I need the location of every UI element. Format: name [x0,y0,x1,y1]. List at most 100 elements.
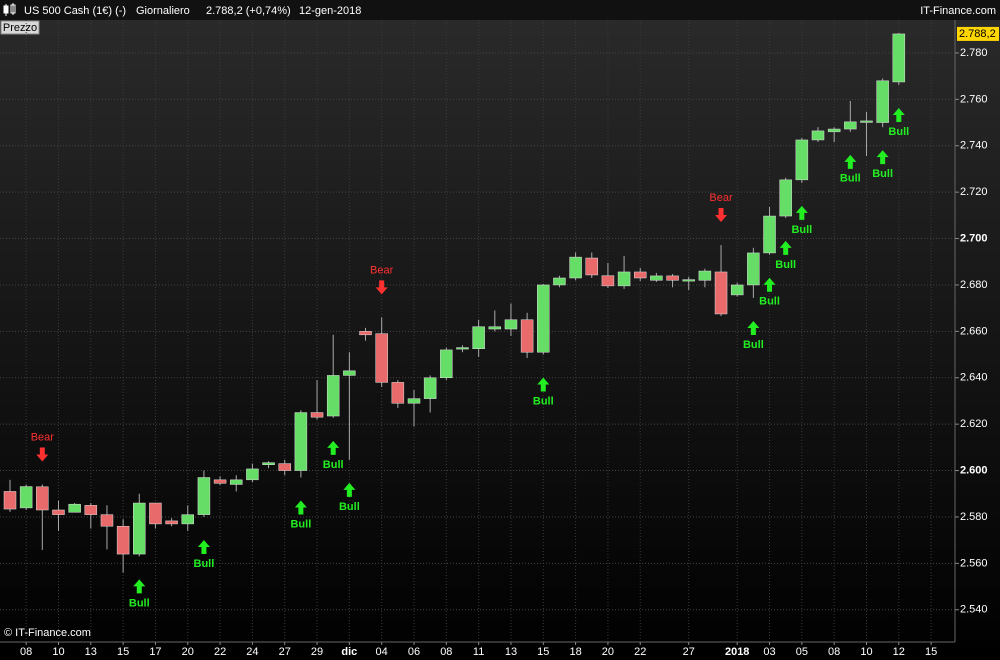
y-tick-label: 2.720 [960,186,988,198]
signal-label: Bear [709,192,733,204]
panel-label-box [0,20,40,35]
x-tick-label: dic [341,646,357,658]
candle-body [747,252,760,286]
signal-label: Bear [370,264,394,276]
x-tick-label: 22 [214,646,226,658]
candle-body [326,375,340,417]
candle-body [116,525,130,555]
x-tick-label: 24 [246,646,258,658]
signal-arrow [763,277,776,292]
signal-label: Bull [533,395,554,407]
x-tick-label: 27 [279,646,291,658]
period: Giornaliero [136,5,190,17]
x-tick-label: 05 [796,646,808,658]
candle-body [504,319,518,330]
candle-body [520,319,534,353]
candle-body [827,128,841,133]
signal-arrow [795,205,808,220]
copyright: © IT-Finance.com [4,627,91,639]
x-tick-label: 17 [149,646,161,658]
candle-body [569,256,582,279]
last-price-label: 2.788,2 [959,28,996,40]
x-tick-label: 2018 [725,646,749,658]
signal-label: Bull [129,597,150,609]
y-tick-label: 2.760 [960,93,988,105]
candle-body [537,284,550,353]
signal-label: Bull [743,339,764,351]
marks: Bear Bull Bull Bull Bull Bull Bear Bull Bear Bull… [3,32,909,609]
signal-arrow [779,240,792,255]
date: 12-gen-2018 [299,5,361,17]
x-tick-label: 13 [85,646,97,658]
candle-body [553,277,566,286]
signal-arrow [537,377,550,392]
signal-arrow [327,440,340,455]
x-tick-label: 12 [893,646,905,658]
signal-arrow [343,482,356,497]
signal-arrow [197,539,210,554]
x-tick-label: 18 [569,646,581,658]
signal-arrow [747,320,760,335]
candle-body [375,333,388,383]
candle-body [359,331,372,336]
candle-body [262,462,275,465]
candle-body [876,80,889,123]
y-tick-label: 2.660 [960,325,988,337]
x-tick-label: 20 [182,646,194,658]
grid [0,20,955,642]
signal-arrow [892,107,905,122]
candle-body [844,121,857,130]
x-tick-label: 22 [634,646,646,658]
candle-body [472,326,485,349]
candle-body [585,257,599,276]
y-tick-label: 2.640 [960,372,988,384]
candle-body [36,486,49,511]
header-bar [0,0,1000,20]
candle-body [795,139,809,181]
x-tick-label: 20 [602,646,614,658]
candle-body [456,347,469,350]
candle-body [714,271,728,315]
candle-body [3,491,17,510]
quote: 2.788,2 (+0,74%) [206,5,291,17]
candle-body [310,412,324,418]
signal-label: Bull [791,224,812,236]
candle-body [149,502,162,525]
y-tick-label: 2.540 [960,604,988,616]
signal-label: Bull [290,518,311,530]
candle-body [811,130,825,141]
x-tick-label: 29 [311,646,323,658]
candle-body [860,120,873,123]
signal-label: Bull [840,173,861,185]
candle-body [617,271,631,287]
signal-arrow [375,280,388,295]
candle-body [601,275,615,287]
candle-body [213,479,227,484]
x-tick-label: 15 [537,646,549,658]
x-tick-label: 10 [52,646,64,658]
signal-label: Bull [775,259,796,271]
x-tick-label: 08 [828,646,840,658]
candle-body [343,370,356,376]
x-tick-label: 08 [440,646,452,658]
candle-body [84,505,98,515]
candle-body [246,468,259,481]
x-tick-label: 10 [860,646,872,658]
candle-body [391,382,405,404]
signal-label: Bull [759,296,780,308]
candle-body [633,271,647,279]
candle-body [423,377,437,399]
signal-label: Bull [888,126,909,138]
y-tick-label: 2.600 [960,464,988,476]
panel-label: Prezzo [3,22,37,34]
candle-body [440,349,453,378]
candle-body [730,284,744,296]
candle-body [181,514,195,525]
candle-body [666,275,679,281]
x-tick-label: 15 [117,646,129,658]
y-tick-label: 2.780 [960,47,988,59]
x-tick-label: 04 [376,646,388,658]
candle-body [650,275,663,281]
